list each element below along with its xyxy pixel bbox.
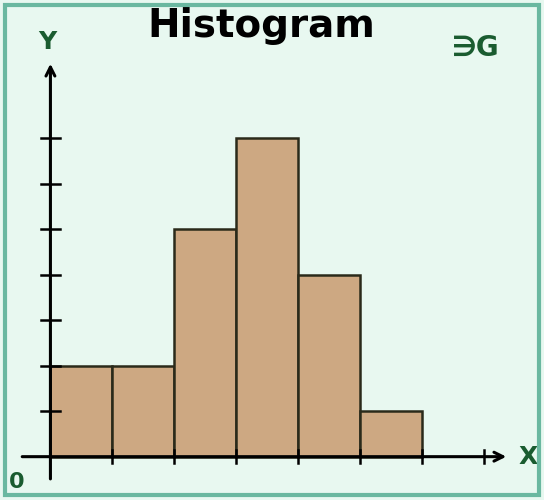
Text: ∋G: ∋G — [452, 34, 500, 62]
Bar — [236, 138, 298, 456]
Text: Y: Y — [38, 30, 57, 54]
Bar — [51, 366, 113, 456]
Bar — [360, 411, 422, 457]
Bar — [113, 366, 175, 456]
Bar — [175, 229, 236, 456]
Bar — [298, 274, 360, 456]
Title: Histogram: Histogram — [147, 7, 375, 45]
Text: 0: 0 — [9, 472, 24, 492]
Text: X: X — [518, 444, 537, 468]
